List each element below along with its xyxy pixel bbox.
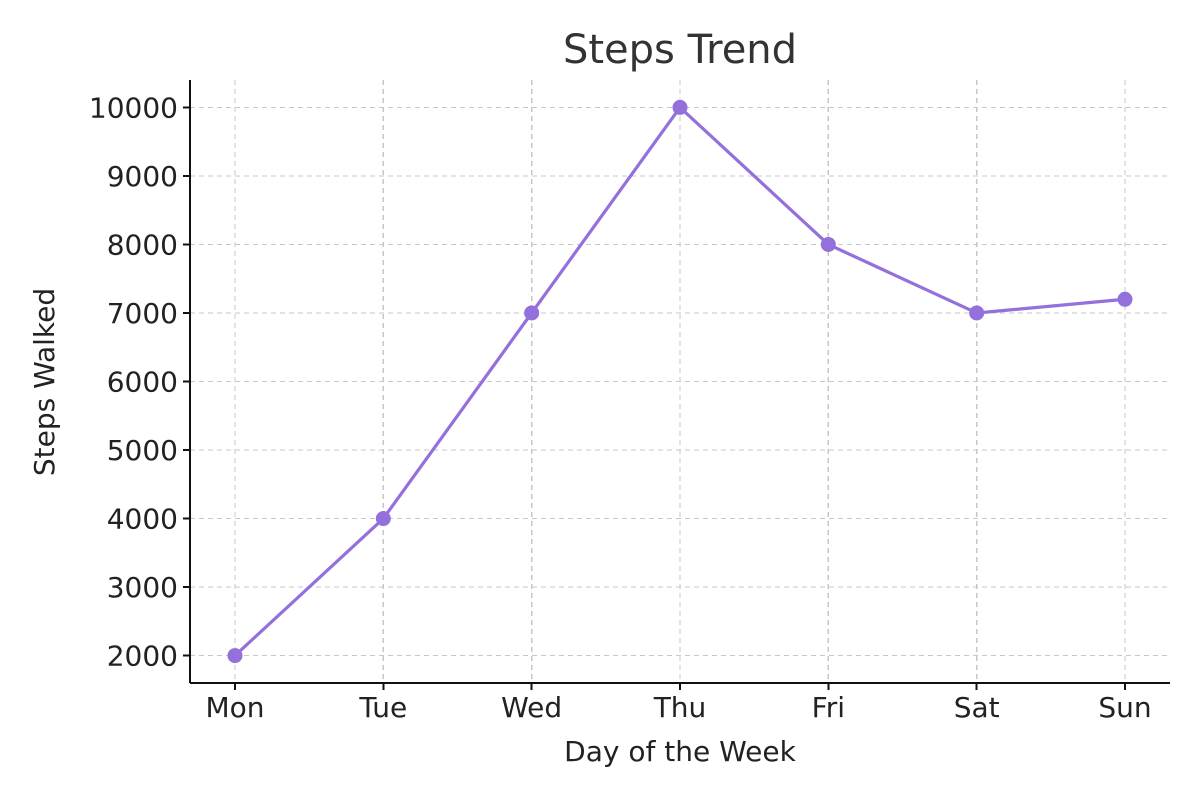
x-tick-label: Thu (653, 691, 707, 724)
x-tick-label: Tue (358, 691, 407, 724)
data-point-tue (375, 511, 391, 527)
y-tick-label: 9000 (107, 160, 178, 193)
grid (190, 80, 1170, 683)
y-tick-label: 2000 (107, 640, 178, 673)
chart-title: Steps Trend (563, 27, 797, 73)
series-layer (227, 99, 1133, 664)
x-tick-label: Fri (812, 691, 845, 724)
y-tick-label: 10000 (89, 91, 178, 124)
y-tick-label: 4000 (107, 503, 178, 536)
x-axis-ticks: Mon Tue Wed Thu Fri Sat Sun (205, 683, 1152, 724)
y-axis-label: Steps Walked (28, 288, 61, 476)
data-point-thu (672, 99, 688, 115)
y-tick-label: 7000 (107, 297, 178, 330)
x-tick-label: Mon (205, 691, 264, 724)
x-tick-label: Sun (1098, 691, 1151, 724)
data-point-fri (820, 236, 836, 252)
y-tick-label: 6000 (107, 366, 178, 399)
x-axis-label: Day of the Week (564, 735, 796, 768)
data-point-wed (524, 305, 540, 321)
data-point-sun (1117, 291, 1133, 307)
y-tick-label: 3000 (107, 571, 178, 604)
x-tick-label: Wed (501, 691, 562, 724)
y-tick-label: 8000 (107, 228, 178, 261)
y-axis-ticks: 2000 3000 4000 5000 6000 7000 8000 9000 10000 (89, 91, 190, 673)
x-tick-label: Sat (954, 691, 1000, 724)
data-point-sat (969, 305, 985, 321)
data-point-mon (227, 648, 243, 664)
y-tick-label: 5000 (107, 434, 178, 467)
